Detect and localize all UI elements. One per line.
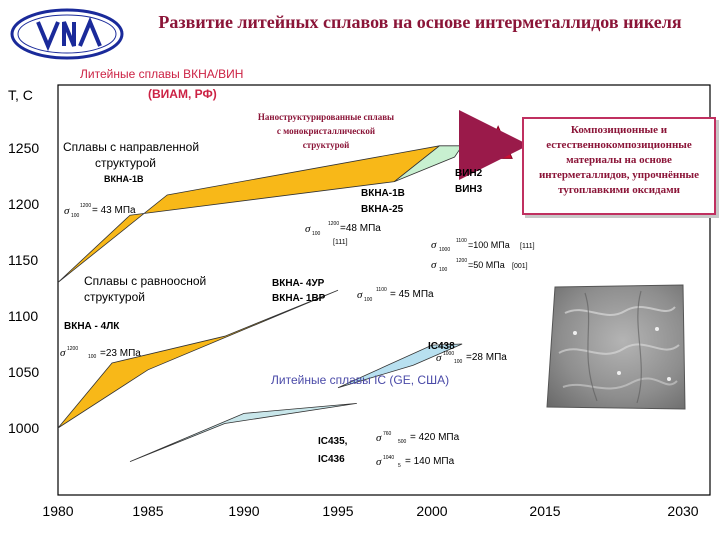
x-tick-label: 1990 (228, 503, 259, 519)
label-sigma-100: =100 МПа (468, 240, 510, 250)
page-title: Развитие литейных сплавов на основе инте… (158, 12, 682, 32)
y-tick-label: 1250 (8, 140, 39, 156)
label-sigma-23-symbol: σ (60, 347, 66, 359)
label-sigma-420-symbol: σ (376, 432, 382, 444)
label-sigma-43-symbol: σ (64, 205, 70, 217)
label-sigma-48: =48 МПа (340, 223, 381, 234)
label-sigma-28-sup: 1000 (443, 351, 454, 357)
x-tick-label: 1995 (322, 503, 353, 519)
label-sigma-50-dir: [001] (512, 263, 528, 270)
label-sigma-100-symbol: σ (431, 239, 437, 251)
series-ic435-436 (129, 403, 357, 462)
label-sigma-45-sub: 100 (364, 297, 373, 303)
y-tick-label: 1150 (8, 252, 38, 268)
label-sigma-23: =23 МПа (100, 348, 141, 359)
x-tick-label: 2015 (529, 503, 560, 519)
label-directional-line1: Сплавы с направленной (63, 140, 199, 154)
label-vkna1v-a: ВКНА-1В (104, 174, 144, 184)
label-vkna4lk: ВКНА - 4ЛК (64, 321, 120, 332)
x-tick-label: 1980 (42, 503, 73, 519)
label-vin2: ВИН2 (455, 168, 483, 179)
label-vin3: ВИН3 (455, 184, 483, 195)
label-ic436: IC436 (318, 454, 345, 465)
label-sigma-23-sup: 1200 (67, 346, 78, 352)
label-sigma-45: = 45 МПа (390, 289, 434, 300)
y-tick-label: 1100 (8, 308, 38, 324)
micrograph-image (546, 284, 686, 410)
label-ic438: IC438 (428, 341, 455, 352)
label-vkna4ur: ВКНА- 4УР (272, 278, 325, 289)
label-sigma-140-symbol: σ (376, 456, 382, 468)
label-sigma-48-symbol: σ (305, 223, 311, 235)
label-sigma-43-sup: 1200 (80, 203, 91, 209)
label-sigma-48-sup: 1200 (328, 221, 339, 227)
label-equiaxed-line2: структурой (84, 290, 145, 304)
label-sigma-140-sub: 5 (398, 463, 401, 469)
label-sigma-50-symbol: σ (431, 259, 437, 271)
label-sigma-45-symbol: σ (357, 289, 363, 301)
label-cast-viam: Литейные сплавы ВКНА/ВИН (80, 67, 243, 81)
label-sigma-50-sup: 1200 (456, 258, 467, 264)
label-directional-line2: структурой (95, 156, 156, 170)
label-nano-line2: с монокристаллической (277, 126, 375, 136)
label-cast-ic: Литейные сплавы IC (GE, США) (271, 373, 449, 387)
series-ic438 (337, 343, 463, 389)
label-sigma-43-sub: 100 (71, 213, 80, 219)
label-sigma-48-dir: [111] (333, 239, 348, 246)
label-sigma-50: =50 МПа (468, 260, 505, 270)
label-sigma-140: = 140 МПа (405, 456, 455, 467)
label-sigma-420-sup: 760 (383, 431, 392, 437)
viam-logo (10, 8, 124, 60)
y-tick-label: 1200 (8, 196, 39, 212)
label-sigma-43: = 43 МПа (92, 205, 136, 216)
info-box-composite-materials: Композиционные и естественнокомпозиционн… (522, 117, 716, 215)
label-ic435: IC435, (318, 436, 348, 447)
label-sigma-28: =28 МПа (466, 352, 507, 363)
series-equiaxed (57, 289, 339, 429)
label-sigma-28-sub: 100 (454, 359, 463, 365)
label-equiaxed-line1: Сплавы с равноосной (84, 274, 206, 288)
label-sigma-45-sup: 1100 (376, 287, 387, 293)
label-sigma-23-sub: 100 (88, 354, 97, 360)
x-tick-label: 2000 (416, 503, 447, 519)
label-sigma-50-sub: 100 (439, 267, 448, 273)
label-sigma-420-sub: 500 (398, 439, 407, 445)
label-sigma-100-sup: 1100 (456, 238, 467, 244)
x-tick-label: 2030 (667, 503, 698, 519)
label-sigma-100-sub: 1000 (439, 247, 450, 253)
label-vkna25: ВКНА-25 (361, 204, 404, 215)
x-tick-label: 1985 (132, 503, 163, 519)
label-vkna1v-b: ВКНА-1В (361, 188, 405, 199)
y-tick-label: 1000 (8, 420, 39, 436)
label-vkna1vr: ВКНА- 1ВР (272, 293, 326, 304)
label-viam-rf: (ВИАМ, РФ) (148, 87, 217, 101)
label-sigma-48-sub: 100 (312, 231, 321, 237)
y-tick-label: 1050 (8, 364, 39, 380)
label-nano-line1: Наноструктурированные сплавы (258, 112, 394, 122)
label-sigma-420: = 420 МПа (410, 432, 460, 443)
label-sigma-140-sup: 1040 (383, 455, 394, 461)
label-sigma-28-symbol: σ (436, 352, 442, 364)
plot-frame (57, 84, 711, 496)
label-sigma-100-dir: [111] (520, 243, 535, 250)
label-nano-line3: структурой (303, 140, 350, 150)
y-axis-label: T, C (8, 87, 33, 103)
